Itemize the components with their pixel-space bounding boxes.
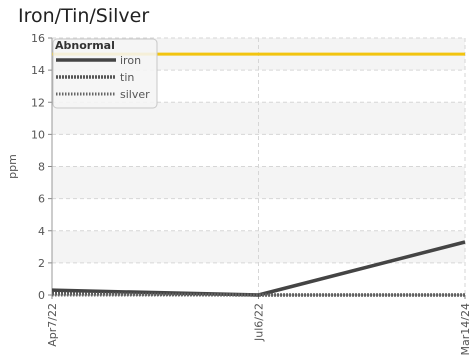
y-tick-label: 12 xyxy=(31,96,45,109)
x-tick-label: Apr7/22 xyxy=(46,303,59,347)
y-tick-label: 8 xyxy=(38,161,45,174)
y-axis-label: ppm xyxy=(6,154,19,179)
chart-title: Iron/Tin/Silver xyxy=(18,5,150,27)
legend-label-iron: iron xyxy=(120,54,141,67)
x-tick-label: Jul6/22 xyxy=(253,303,266,342)
y-tick-label: 6 xyxy=(38,193,45,206)
series-line-iron xyxy=(51,240,466,297)
y-tick-label: 16 xyxy=(31,32,45,45)
legend-title: Abnormal xyxy=(55,39,115,52)
y-tick-label: 0 xyxy=(38,289,45,302)
y-tick-label: 10 xyxy=(31,128,45,141)
x-tick-label: Mar14/24 xyxy=(459,303,469,355)
y-tick-label: 2 xyxy=(38,257,45,270)
legend-label-tin: tin xyxy=(120,71,134,84)
y-tick-label: 14 xyxy=(31,64,45,77)
y-tick-label: 4 xyxy=(38,225,45,238)
legend-box xyxy=(52,38,158,109)
legend-label-silver: silver xyxy=(120,88,150,101)
